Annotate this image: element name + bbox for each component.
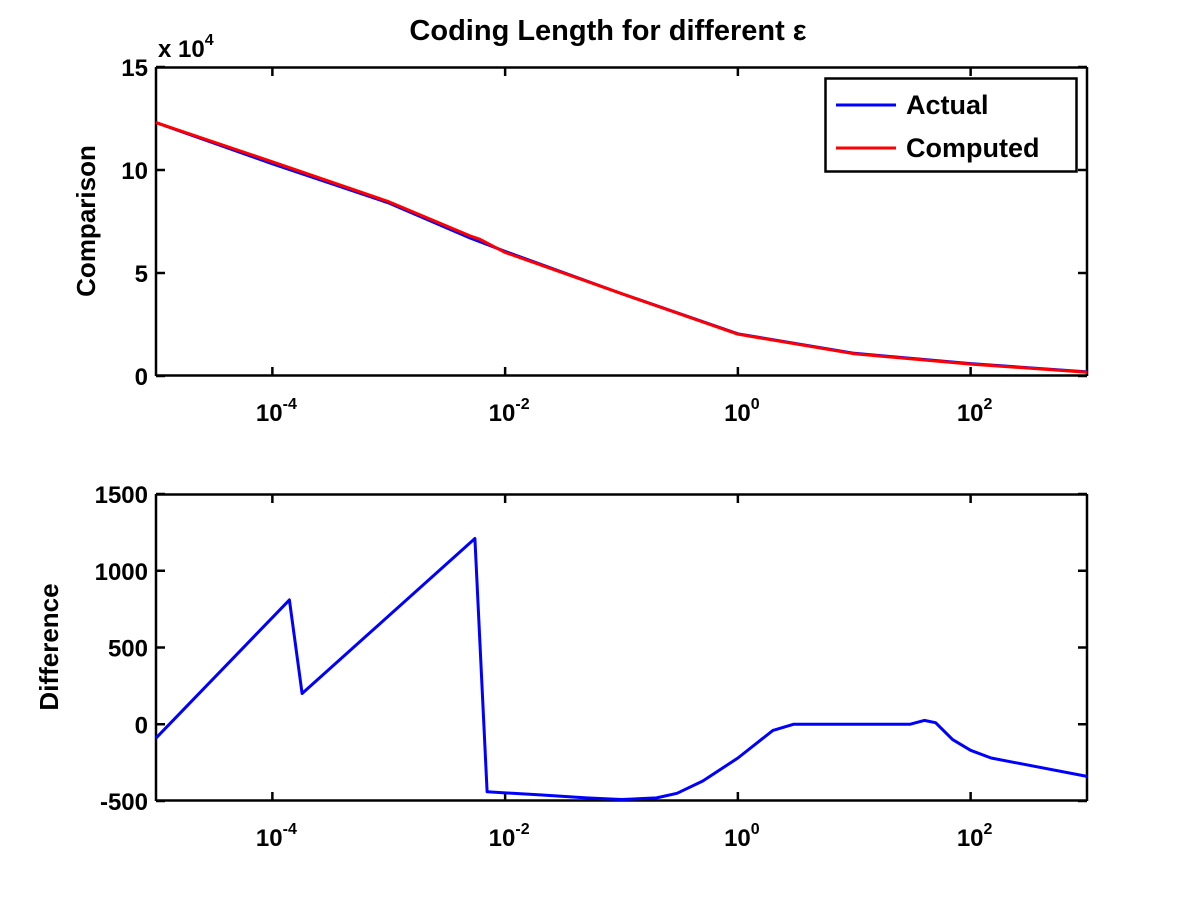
difference-y-ticks: -500 0 500 1000 1500 [95,482,1087,816]
comparison-x-tick-label: 100 [724,396,760,427]
legend-label-actual: Actual [906,90,989,120]
legend: Actual Computed [824,77,1078,173]
legend-label-computed: Computed [906,133,1039,163]
difference-x-tick-label: 102 [957,821,993,852]
comparison-y-tick-label: 10 [121,158,148,185]
comparison-y-multiplier: x 104 [158,32,214,63]
difference-y-axis-label: Difference [34,583,64,710]
difference-axes: 10-4 10-2 100 102 -500 0 500 1000 1500 Differen… [34,482,1089,852]
legend-box [824,77,1078,173]
difference-x-tick-label: 100 [724,821,760,852]
comparison-x-tick-label: 10-4 [256,396,297,427]
difference-series [154,537,1088,801]
comparison-axes: 10-4 10-2 100 102 0 5 10 15 x 104 Comparison A… [71,32,1089,427]
comparison-y-ticks: 0 5 10 15 [121,55,1087,391]
comparison-x-ticks: 10-4 10-2 100 102 [256,67,993,427]
comparison-series [155,121,1088,374]
series-line-difference [154,537,1088,801]
comparison-y-axis-label: Comparison [71,145,101,297]
difference-x-tick-label: 10-2 [489,821,530,852]
comparison-y-tick-label: 5 [135,261,148,288]
comparison-x-tick-label: 102 [957,396,993,427]
comparison-y-tick-label: 15 [121,55,148,82]
difference-x-tick-label: 10-4 [256,821,297,852]
difference-y-tick-label: 0 [135,712,148,739]
difference-y-tick-label: 500 [108,636,148,663]
comparison-x-tick-label: 10-2 [489,396,530,427]
difference-y-tick-label: 1500 [95,482,148,509]
difference-y-tick-label: -500 [100,789,148,816]
series-line-computed [155,121,1088,374]
comparison-y-tick-label: 0 [135,364,148,391]
difference-y-tick-label: 1000 [95,559,148,586]
figure-title: Coding Length for different ε [409,15,806,47]
difference-x-ticks: 10-4 10-2 100 102 [256,494,993,852]
